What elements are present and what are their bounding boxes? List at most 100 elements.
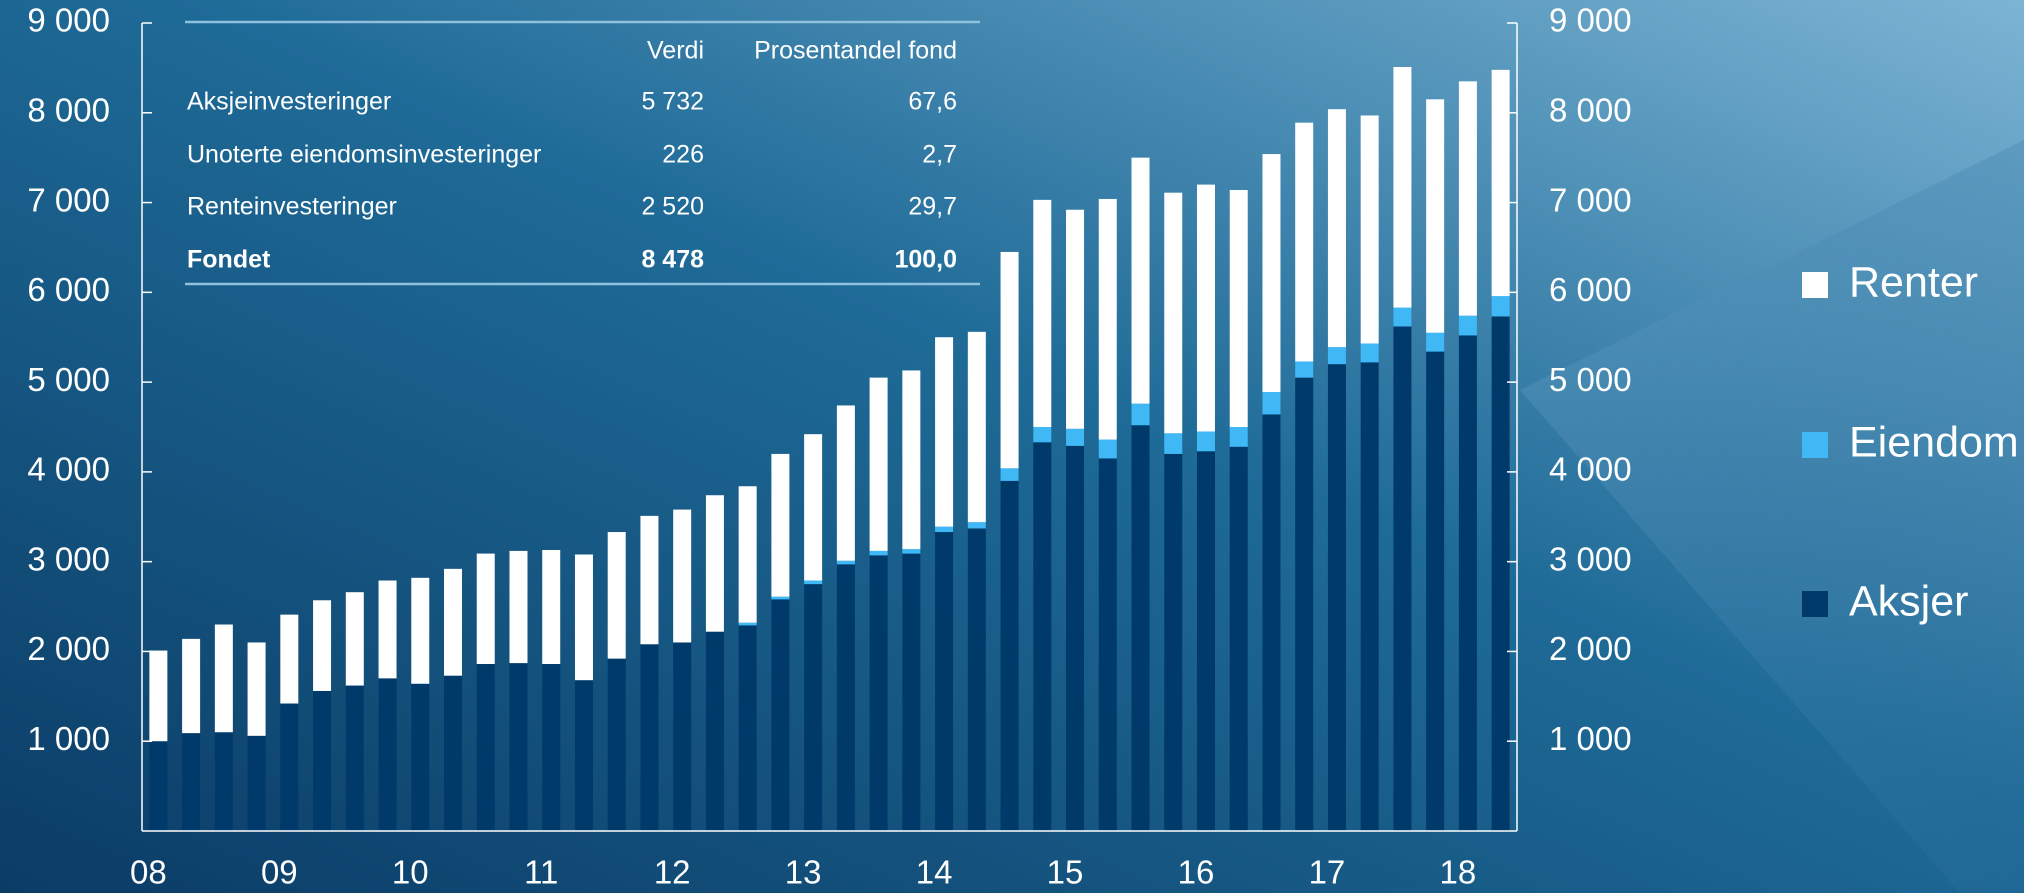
bar-segment: [1327, 364, 1346, 831]
bar-segment: [1295, 361, 1314, 378]
bar-segment: [509, 663, 528, 831]
y-tick-label: 8 000: [27, 91, 110, 128]
bar-segment: [1295, 122, 1314, 362]
y2-tick-label: 3 000: [1549, 540, 1632, 577]
table-cell: 2 520: [641, 193, 704, 221]
background-wedge: [1520, 140, 2024, 893]
bar-segment: [607, 658, 626, 831]
bar-segment: [313, 600, 332, 691]
bar-segment: [1196, 451, 1215, 831]
table-cell: 67,6: [908, 88, 957, 116]
y-tick-label: 7 000: [27, 181, 110, 218]
bar-segment: [1327, 347, 1346, 365]
bar-segment: [705, 631, 724, 831]
bar-segment: [1033, 427, 1052, 443]
bar-segment: [1229, 427, 1248, 447]
bar-segment: [1066, 209, 1085, 429]
bar-segment: [411, 683, 430, 831]
bar-segment: [967, 331, 986, 523]
bar-segment: [378, 580, 397, 679]
x-tick-label: 11: [524, 854, 558, 891]
y2-tick-label: 2 000: [1549, 630, 1632, 667]
bar-segment: [804, 434, 823, 581]
bar-segment: [1458, 81, 1477, 316]
x-tick-label: 10: [392, 854, 429, 891]
bar-segment: [935, 526, 954, 533]
x-tick-label: 08: [130, 854, 167, 891]
bar-segment: [345, 592, 364, 686]
bar-segment: [640, 644, 659, 831]
bar-segment: [869, 555, 888, 831]
bar-segment: [1000, 480, 1019, 831]
bar-segment: [1262, 154, 1281, 392]
table-cell: 226: [662, 141, 704, 169]
bar-segment: [247, 735, 266, 831]
bar-segment: [1262, 391, 1281, 415]
bar-segment: [705, 495, 724, 632]
bar-segment: [1458, 335, 1477, 831]
x-tick-label: 09: [261, 854, 298, 891]
bar-segment: [902, 370, 921, 550]
bar-segment: [967, 522, 986, 529]
y2-tick-label: 1 000: [1549, 720, 1632, 757]
bar-segment: [345, 685, 364, 831]
bar-segment: [1491, 69, 1510, 297]
table-header: Verdi: [647, 37, 704, 65]
bar-segment: [1262, 414, 1281, 831]
bar-segment: [804, 584, 823, 831]
bar-segment: [1426, 99, 1445, 333]
bar-segment: [1393, 326, 1412, 831]
bar-segment: [411, 577, 430, 684]
table-header: Prosentandel fond: [754, 37, 957, 65]
table: Verdi Prosentandel fond Aksjeinvesteringer…: [185, 20, 980, 286]
bar-segment: [1393, 307, 1412, 327]
bar-segment: [640, 515, 659, 645]
bar-segment: [1164, 453, 1183, 831]
x-tick-label: 14: [916, 854, 953, 891]
bar-segment: [869, 550, 888, 556]
bar-segment: [1066, 445, 1085, 831]
bar-segment: [149, 741, 168, 831]
bar-segment: [149, 650, 168, 742]
bar-segment: [935, 337, 954, 527]
legend-label: Renter: [1849, 258, 1978, 306]
bar-segment: [1131, 157, 1150, 404]
bar-segment: [1360, 362, 1379, 831]
bar-segment: [378, 678, 397, 831]
bar-segment: [1131, 403, 1150, 426]
bar-segment: [1360, 115, 1379, 344]
y-tick-label: 3 000: [27, 540, 110, 577]
table-cell: Aksjeinvesteringer: [187, 88, 391, 116]
bar-segment: [1295, 377, 1314, 831]
bar-segment: [1000, 251, 1019, 469]
table-cell: Unoterte eiendomsinvesteringer: [187, 141, 541, 169]
bar-segment: [444, 675, 463, 831]
bar-segment: [476, 664, 495, 831]
bar-segment: [1229, 189, 1248, 427]
y-tick-label: 6 000: [27, 271, 110, 308]
table-cell: Fondet: [187, 246, 271, 274]
table-cell: 2,7: [922, 141, 957, 169]
bar-segment: [1393, 66, 1412, 308]
bar-segment: [280, 614, 299, 704]
bar-segment: [509, 550, 528, 664]
legend-label: Aksjer: [1849, 577, 1968, 625]
bar-segment: [1098, 198, 1117, 440]
legend-label: Eiendom: [1849, 418, 2019, 466]
bar-segment: [836, 405, 855, 561]
bar-segment: [738, 486, 757, 623]
bar-segment: [1098, 458, 1117, 831]
bar-segment: [771, 453, 790, 597]
bar-segment: [738, 622, 757, 626]
bar-segment: [1000, 468, 1019, 481]
table-cell: 100,0: [894, 246, 957, 274]
y2-tick-label: 4 000: [1549, 451, 1632, 488]
bar-segment: [771, 596, 790, 600]
table-cell: 29,7: [908, 193, 957, 221]
table-cell: 8 478: [641, 246, 704, 274]
bar-segment: [1229, 446, 1248, 831]
bar-segment: [214, 732, 233, 831]
y2-tick-label: 8 000: [1549, 91, 1632, 128]
bar-segment: [836, 564, 855, 831]
